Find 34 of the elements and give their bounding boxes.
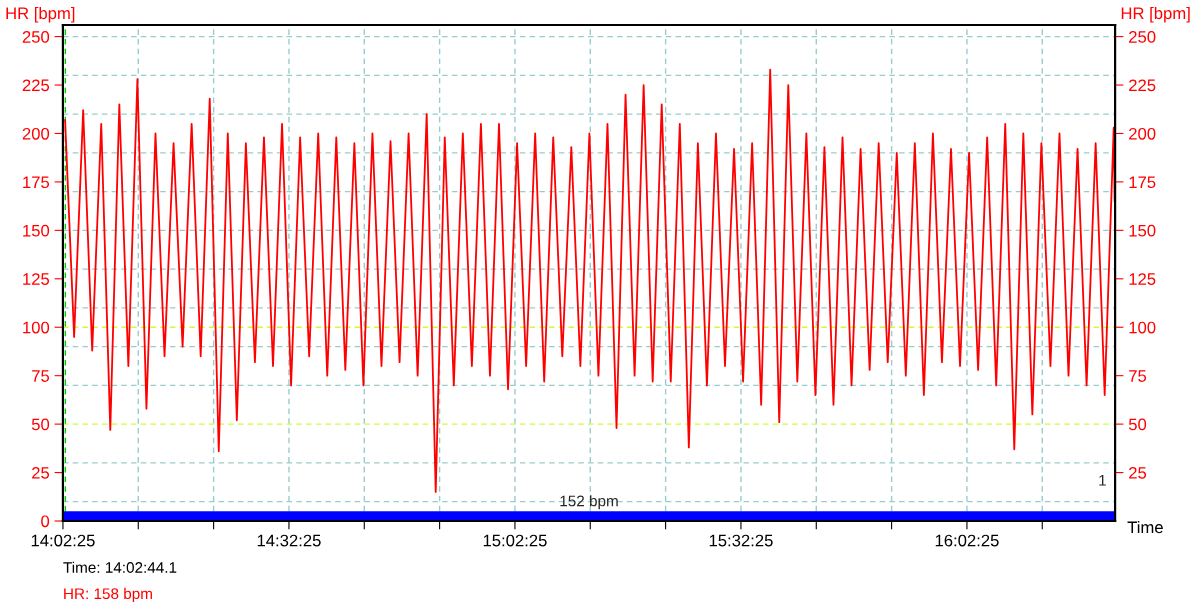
x-axis-title: Time [1127,521,1163,534]
y2-tick-label: 225 [1129,79,1156,92]
y-tick-label: 100 [23,321,50,334]
x-tick-label: 14:02:25 [31,534,95,547]
annotation: 1 [1099,475,1106,486]
y-tick-label: 25 [32,466,50,479]
y-tick-label: 250 [22,31,50,43]
text: HR: 158 bpm [64,587,152,603]
x-tick-label: 14:32:25 [257,534,321,547]
line-series [64,68,1116,493]
y2-tick-label: 175 [1129,176,1156,189]
band-label: 152 bpm [560,495,618,510]
y-tick-label: 225 [22,79,50,92]
y-tick-label: 150 [23,224,50,237]
y-tick-label: 0 [41,515,50,528]
y2-tick-label: 75 [1129,370,1147,382]
x-tick-label: 15:02:25 [483,534,547,547]
y2-tick-label: 200 [1129,127,1156,140]
y2-tick-label: 250 [1129,31,1156,43]
y-tick-label: 50 [31,418,50,431]
y2-tick-label: 150 [1129,224,1156,237]
y2-tick-label: 50 [1128,418,1147,431]
text: Time: 14:02:44.1 [63,561,177,573]
y2-tick-label: 125 [1129,273,1156,285]
y-tick-label: 125 [23,273,50,285]
y-tick-label: 200 [22,127,50,140]
y2-tick-label: 25 [1129,466,1147,479]
y-tick-label: 75 [32,370,50,382]
x-tick-label: 16:02:25 [935,534,999,547]
y-axis-title: HR [bpm] [6,6,75,23]
y2-axis-title: HR [bpm] [1121,6,1190,23]
y2-tick-label: 100 [1129,321,1156,334]
y-tick-label: 175 [23,176,50,189]
x-tick-label: 15:32:25 [709,534,773,547]
